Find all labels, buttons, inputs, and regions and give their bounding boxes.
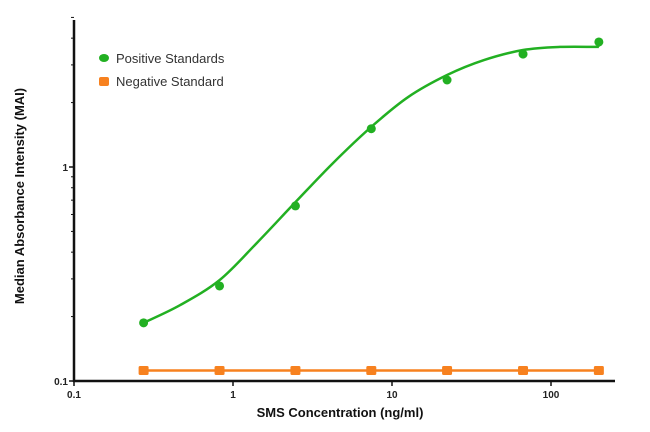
orange-square-marker-icon — [99, 77, 109, 86]
y-tick-label: 0.1 — [54, 377, 68, 388]
positive-data-point — [366, 124, 376, 134]
positive-data-point — [290, 201, 300, 211]
negative-standard-series — [138, 365, 604, 375]
x-tick-label: 100 — [543, 390, 560, 401]
legend: Positive Standards Negative Standard — [99, 51, 225, 89]
positive-standards-series — [139, 37, 604, 328]
negative-data-point — [593, 365, 604, 375]
y-axis-title: Median Absorbance Intensity (MAI) — [12, 88, 27, 304]
x-tick-label: 1 — [230, 390, 236, 401]
y-axis: 0.11 — [54, 16, 76, 388]
positive-data-point — [139, 318, 149, 328]
negative-data-point — [518, 365, 529, 375]
legend-item-negative-standard: Negative Standard — [99, 74, 224, 89]
y-tick-label: 1 — [62, 163, 68, 174]
legend-label-positive: Positive Standards — [116, 51, 225, 66]
negative-data-point — [442, 365, 453, 375]
x-tick-label: 10 — [386, 390, 398, 401]
positive-data-point — [594, 37, 604, 47]
legend-item-positive-standards: Positive Standards — [99, 51, 225, 66]
negative-data-point — [138, 365, 149, 375]
x-tick-label: 0.1 — [67, 390, 81, 401]
positive-data-point — [215, 281, 225, 291]
positive-data-point — [518, 49, 528, 59]
negative-data-point — [290, 365, 301, 375]
negative-data-point — [214, 365, 225, 375]
x-axis-title: SMS Concentration (ng/ml) — [257, 405, 424, 420]
legend-label-negative: Negative Standard — [116, 74, 224, 89]
positive-data-point — [442, 75, 452, 85]
negative-data-point — [366, 365, 377, 375]
x-axis: 0.1 1 10 100 — [67, 379, 615, 401]
green-circle-marker-icon — [99, 54, 109, 62]
